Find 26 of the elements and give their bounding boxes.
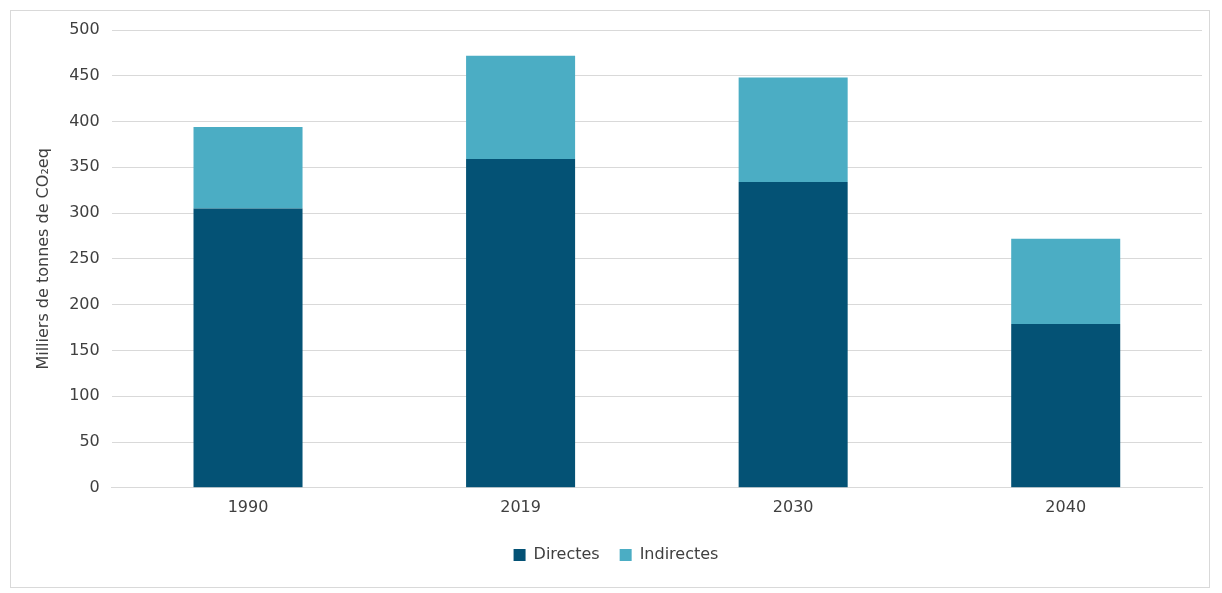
bar [738, 181, 848, 488]
bar [738, 77, 848, 182]
bar [466, 159, 576, 488]
bar [193, 208, 303, 488]
y-tick-label: 300 [69, 202, 100, 222]
x-tick-label: 2040 [1045, 496, 1087, 516]
y-tick-label: 100 [69, 385, 100, 405]
bar [1011, 238, 1121, 324]
y-tick-label: 400 [69, 110, 100, 130]
y-tick-label: 350 [69, 156, 100, 176]
y-tick-label: 50 [79, 431, 100, 451]
x-tick-label: 2030 [772, 496, 814, 516]
bar [1011, 323, 1121, 488]
y-tick-label: 450 [69, 64, 100, 84]
x-tick-label: 2019 [500, 496, 541, 516]
legend-label: Directes [533, 544, 600, 564]
y-tick-label: 0 [89, 476, 100, 496]
y-tick-label: 150 [69, 339, 100, 359]
bar [466, 55, 576, 160]
y-tick-label: 200 [69, 293, 100, 313]
legend-label: Indirectes [639, 544, 719, 564]
y-tick-label: 500 [69, 19, 100, 39]
bar [193, 127, 303, 209]
y-axis-title: Milliers de tonnes de CO₂eq [32, 148, 52, 370]
x-tick-label: 1990 [227, 496, 269, 516]
y-tick-label: 250 [69, 248, 100, 268]
